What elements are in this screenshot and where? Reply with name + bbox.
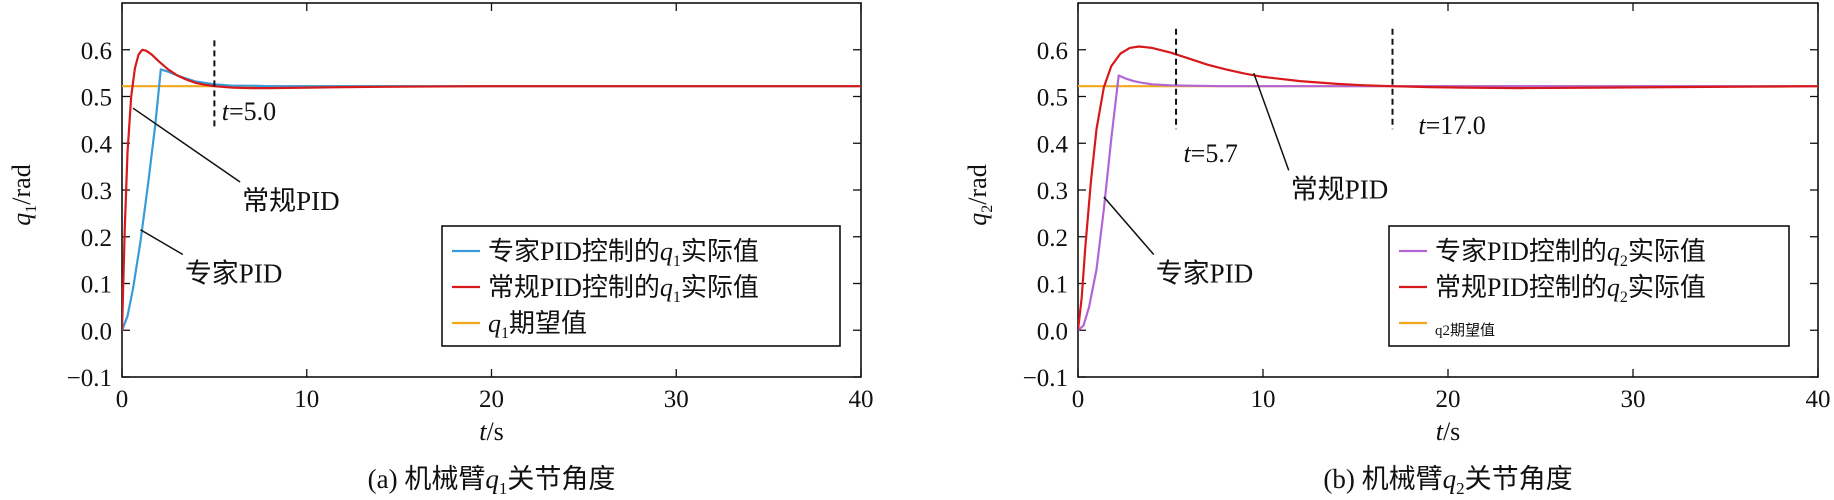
x-tick-label: 40 <box>849 386 874 413</box>
y-tick-label: 0.2 <box>81 225 112 252</box>
chart-panel-a: 0 10 20 30 40 −0.1 0.0 0.1 0.2 0.3 0.4 0.5 0.6 t/s q1/… <box>7 2 874 498</box>
y-tick-label: 0.1 <box>1037 272 1068 299</box>
time-marker-label: t=17.0 <box>1418 111 1485 140</box>
legend-entry: 常规PID控制的q2实际值 <box>1435 273 1706 306</box>
y-tick-label: 0.1 <box>81 272 112 299</box>
series-line-conventional <box>122 48 861 331</box>
legend-entry: 专家PID控制的q1实际值 <box>488 237 759 270</box>
y-tick-label: −0.1 <box>1023 365 1068 392</box>
x-tick-label: 20 <box>479 386 504 413</box>
x-axis-label: t/s <box>479 417 504 446</box>
legend-entry: 常规PID控制的q1实际值 <box>488 273 759 306</box>
annotation-leader <box>140 229 184 256</box>
series-line-expert_b <box>1078 74 1818 332</box>
legend-entry: q1期望值 <box>488 309 587 342</box>
panel-caption: (b) 机械臂q2关节角度 <box>1323 464 1572 496</box>
annotation-leader <box>132 107 241 183</box>
legend-box <box>1388 225 1790 347</box>
y-tick-label: 0.6 <box>1037 38 1068 65</box>
chart-panel-b: 0 10 20 30 40 −0.1 0.0 0.1 0.2 0.3 0.4 0.5 0.6 t/s q2/… <box>963 2 1831 498</box>
x-tick-label: 0 <box>116 386 129 413</box>
y-axis-label: q1/rad <box>7 164 40 225</box>
annotation-label: 常规PID <box>1291 174 1389 204</box>
y-tick-label: 0.4 <box>1037 131 1069 158</box>
y-tick-label: 0.2 <box>1037 225 1068 252</box>
y-tick-label: 0.0 <box>81 318 112 345</box>
x-tick-label: 30 <box>1621 386 1646 413</box>
y-tick-label: 0.3 <box>81 178 112 205</box>
annotation-label: 常规PID <box>242 186 340 216</box>
annotation-leader <box>1103 196 1155 255</box>
y-tick-label: −0.1 <box>67 365 112 392</box>
legend-entry: q2期望值 <box>1435 322 1495 339</box>
y-tick-label: 0.4 <box>81 131 113 158</box>
x-axis-label: t/s <box>1436 417 1461 446</box>
x-tick-label: 10 <box>294 386 319 413</box>
y-tick-label: 0.5 <box>1037 85 1068 112</box>
x-tick-label: 10 <box>1251 386 1276 413</box>
time-marker-label: t=5.0 <box>222 97 276 126</box>
legend-entry: 专家PID控制的q2实际值 <box>1435 237 1706 270</box>
y-tick-label: 0.0 <box>1037 318 1068 345</box>
y-tick-label: 0.6 <box>81 38 112 65</box>
y-tick-label: 0.3 <box>1037 178 1068 205</box>
series-line-conventional <box>1078 45 1818 331</box>
panel-caption: (a) 机械臂q1关节角度 <box>368 464 616 496</box>
annotation-label: 专家PID <box>1156 258 1254 288</box>
x-tick-label: 40 <box>1806 386 1831 413</box>
x-tick-label: 0 <box>1072 386 1085 413</box>
y-axis-label: q2/rad <box>963 164 996 225</box>
annotation-leader <box>1253 72 1290 171</box>
legend-box <box>441 225 841 347</box>
time-marker-label: t=5.7 <box>1183 139 1237 168</box>
y-tick-label: 0.5 <box>81 85 112 112</box>
x-tick-label: 30 <box>664 386 689 413</box>
annotation-label: 专家PID <box>185 258 283 288</box>
x-tick-label: 20 <box>1436 386 1461 413</box>
